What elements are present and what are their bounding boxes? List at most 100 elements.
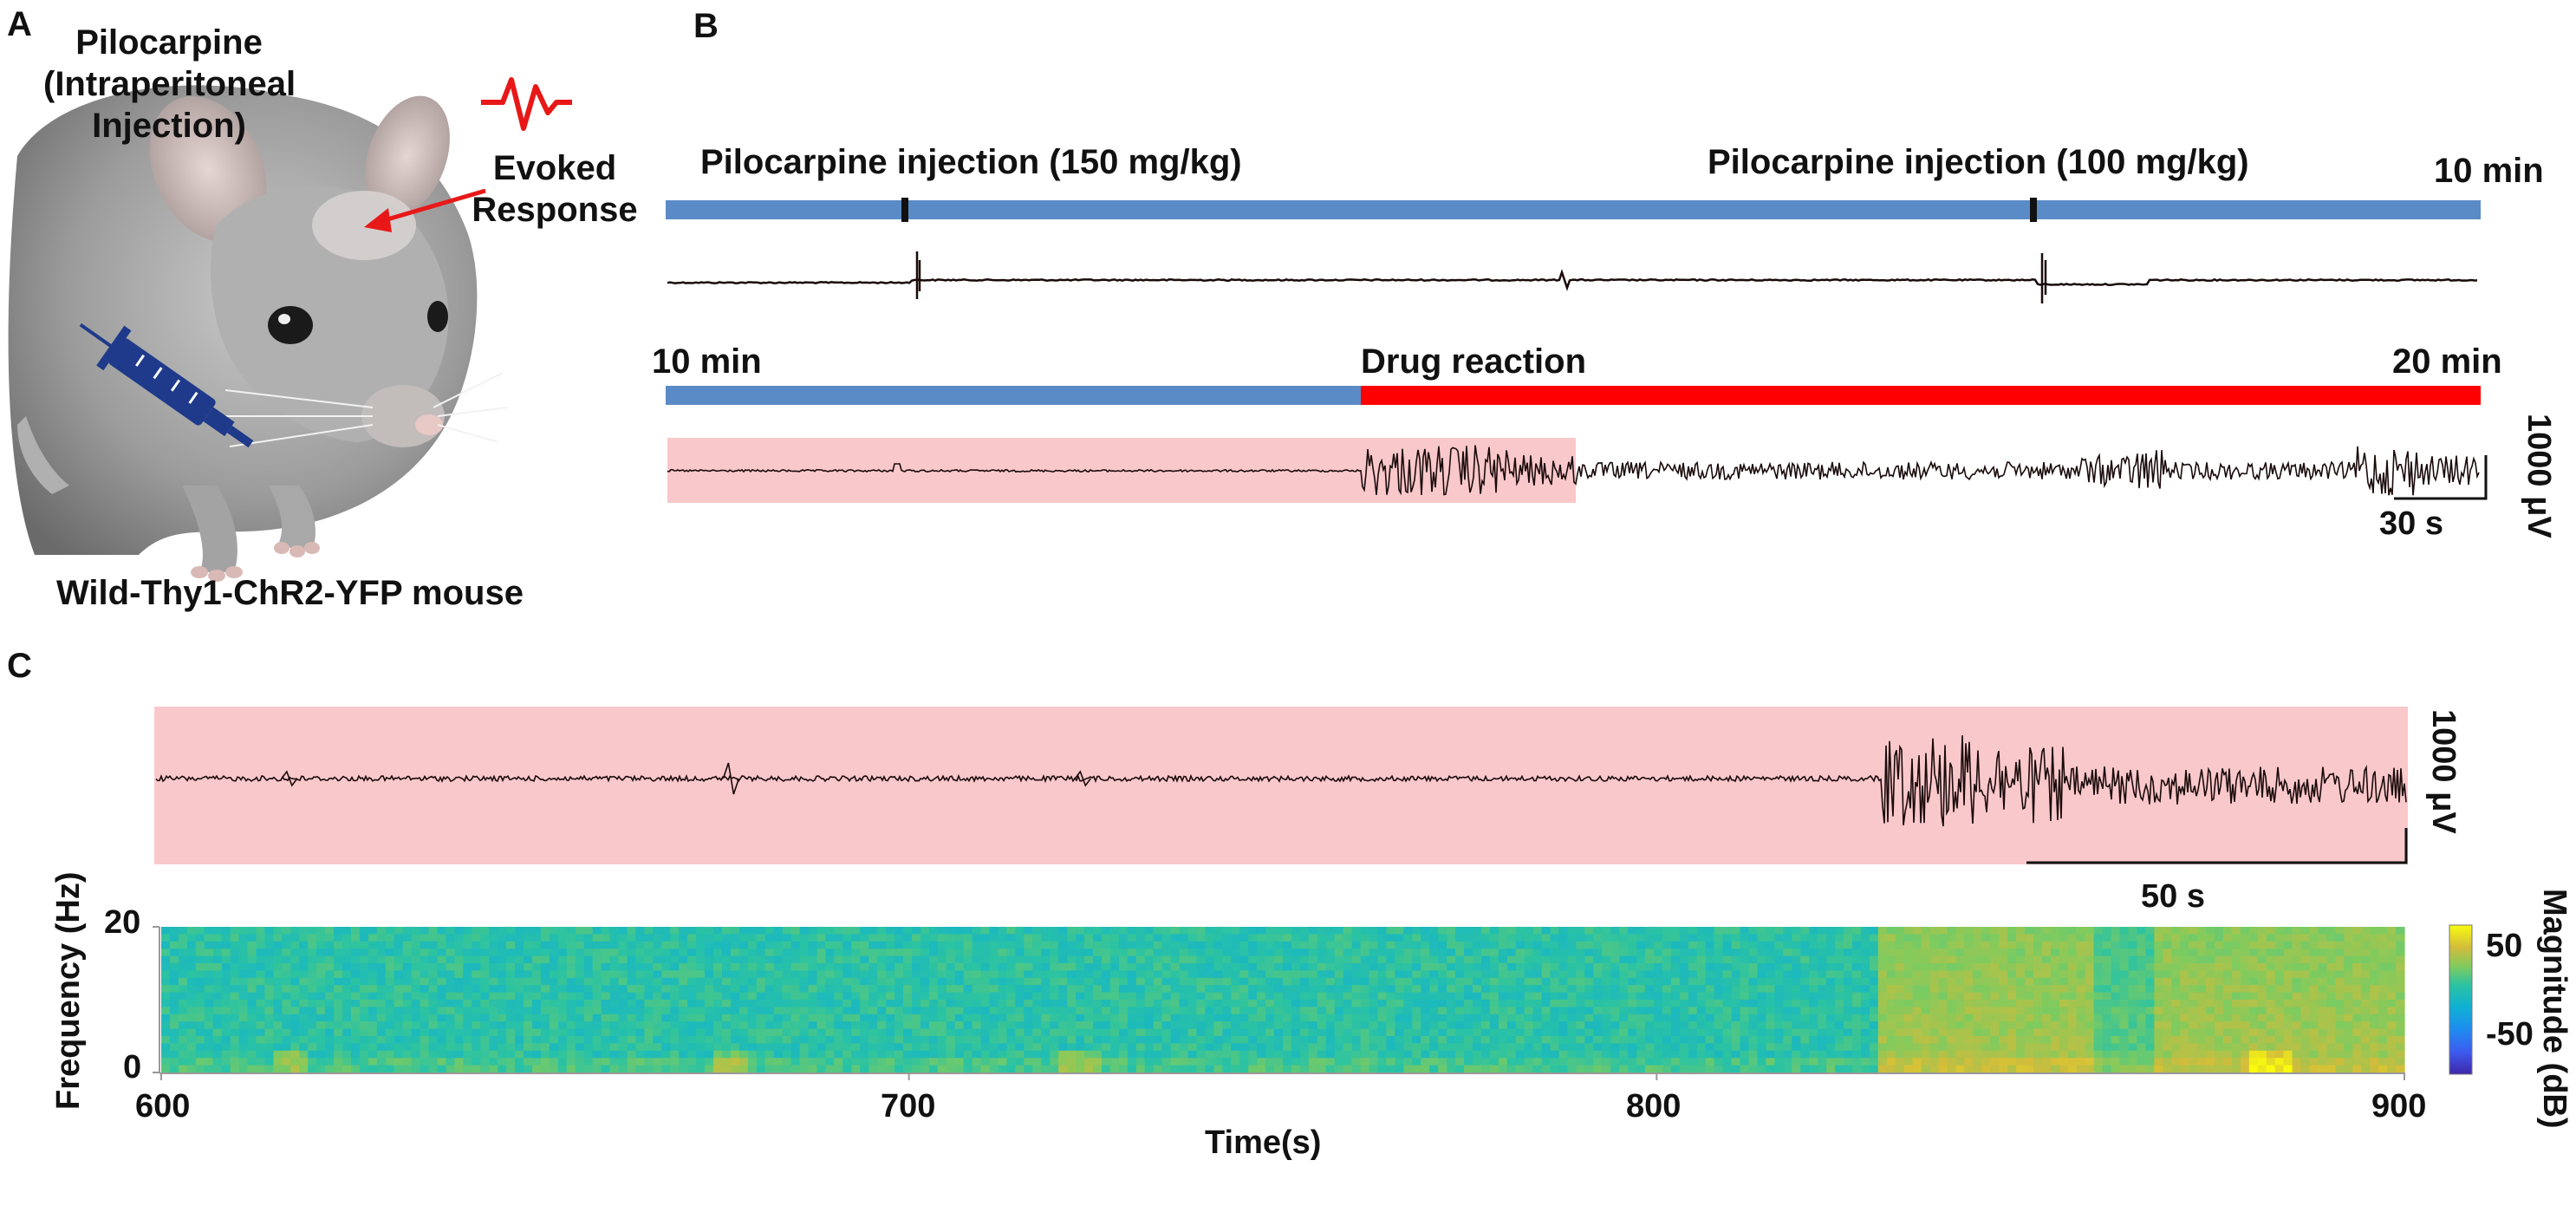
spectrogram-cell bbox=[1101, 1021, 1111, 1030]
spectrogram-cell bbox=[1447, 948, 1456, 957]
spectrogram-cell bbox=[1308, 1065, 1318, 1073]
spectrogram-cell bbox=[1593, 941, 1603, 949]
spectrogram-cell bbox=[2240, 1007, 2250, 1015]
spectrogram-cell bbox=[1222, 1043, 1232, 1052]
spectrogram-cell bbox=[540, 963, 550, 971]
spectrogram-cell bbox=[1360, 927, 1370, 935]
spectrogram-cell bbox=[2189, 992, 2198, 1001]
spectrogram-cell bbox=[799, 927, 810, 935]
spectrogram-cell bbox=[687, 985, 697, 994]
spectrogram-cell bbox=[2189, 1065, 2198, 1073]
spectrogram-cell bbox=[2102, 934, 2112, 942]
spectrogram-cell bbox=[1844, 934, 1853, 942]
spectrogram-cell bbox=[1248, 1007, 1258, 1015]
spectrogram-cell bbox=[1645, 1028, 1655, 1037]
spectrogram-cell bbox=[834, 927, 843, 935]
spectrogram-cell bbox=[359, 955, 369, 964]
spectrogram-cell bbox=[1205, 927, 1214, 935]
spectrogram-cell bbox=[1851, 1028, 1862, 1037]
spectrogram-cell bbox=[1093, 992, 1103, 1001]
spectrogram-cell bbox=[799, 948, 810, 957]
spectrogram-cell bbox=[161, 1028, 171, 1037]
spectrogram-cell bbox=[1480, 948, 1491, 957]
spectrogram-cell bbox=[722, 1000, 732, 1007]
spectrogram-cell bbox=[635, 1028, 646, 1037]
spectrogram-cell bbox=[1196, 963, 1207, 971]
spectrogram-cell bbox=[420, 985, 430, 994]
spectrogram-cell bbox=[592, 1058, 602, 1066]
spectrogram-cell bbox=[1351, 1065, 1362, 1073]
spectrogram-cell bbox=[2283, 1065, 2293, 1073]
spectrogram-cell bbox=[204, 977, 214, 986]
spectrogram-cell bbox=[808, 1028, 818, 1037]
spectrogram-cell bbox=[247, 970, 257, 979]
spectrogram-cell bbox=[1757, 970, 1767, 979]
spectrogram-cell bbox=[359, 948, 369, 957]
spectrogram-cell bbox=[1041, 977, 1051, 986]
spectrogram-cell bbox=[661, 1028, 671, 1037]
spectrogram-cell bbox=[342, 977, 352, 986]
spectrogram-cell bbox=[1662, 992, 1672, 1001]
spectrogram-cell bbox=[998, 1036, 1008, 1044]
spectrogram-cell bbox=[928, 970, 939, 979]
spectrogram-cell bbox=[1584, 992, 1594, 1001]
spectrogram-cell bbox=[299, 1050, 309, 1059]
spectrogram-cell bbox=[696, 992, 706, 1001]
spectrogram-cell bbox=[316, 992, 326, 1001]
spectrogram-cell bbox=[713, 1021, 723, 1030]
spectrogram-cell bbox=[2180, 963, 2189, 971]
spectrogram-cell bbox=[1792, 927, 1801, 935]
spectrogram-cell bbox=[705, 1050, 714, 1059]
spectrogram-cell bbox=[1067, 941, 1077, 949]
spectrogram-cell bbox=[2248, 970, 2259, 979]
spectrogram-cell bbox=[299, 1007, 309, 1015]
spectrogram-cell bbox=[1515, 941, 1525, 949]
spectrogram-cell bbox=[1239, 1021, 1249, 1030]
spectrogram-cell bbox=[1515, 963, 1525, 971]
spectrogram-cell bbox=[1567, 1036, 1577, 1044]
spectrogram-cell bbox=[1851, 985, 1862, 994]
spectrogram-cell bbox=[1489, 1050, 1499, 1059]
spectrogram-cell bbox=[2154, 977, 2163, 986]
spectrogram-cell bbox=[1532, 948, 1543, 957]
spectrogram-cell bbox=[1032, 1028, 1042, 1037]
spectrogram-cell bbox=[2145, 992, 2155, 1001]
spectrogram-cell bbox=[1429, 1036, 1439, 1044]
spectrogram-cell bbox=[1766, 1000, 1775, 1007]
spectrogram-cell bbox=[2292, 1007, 2302, 1015]
spectrogram-cell bbox=[2050, 1058, 2060, 1066]
spectrogram-cell bbox=[1929, 1036, 1940, 1044]
spectrogram-cell bbox=[1179, 1050, 1189, 1059]
spectrogram-cell bbox=[1593, 1043, 1603, 1052]
spectrogram-cell bbox=[963, 948, 973, 957]
spectrogram-cell bbox=[2145, 963, 2155, 971]
spectrogram-cell bbox=[368, 1058, 378, 1066]
spectrogram-cell bbox=[1403, 1050, 1413, 1059]
spectrogram-cell bbox=[2231, 955, 2241, 964]
spectrogram-cell bbox=[687, 963, 697, 971]
spectrogram-cell bbox=[592, 970, 602, 979]
spectrogram-cell bbox=[1550, 927, 1560, 935]
spectrogram-cell bbox=[790, 1028, 801, 1037]
spectrogram-cell bbox=[937, 977, 947, 986]
spectrogram-cell bbox=[385, 1058, 395, 1066]
spectrogram-cell bbox=[1076, 1036, 1085, 1044]
spectrogram-cell bbox=[566, 941, 576, 949]
spectrogram-cell bbox=[1748, 934, 1759, 942]
spectrogram-cell bbox=[2248, 1014, 2259, 1022]
spectrogram-cell bbox=[308, 985, 317, 994]
spectrogram-cell bbox=[2274, 1058, 2285, 1066]
spectrogram-cell bbox=[1283, 970, 1292, 979]
spectrogram-cell bbox=[454, 1021, 464, 1030]
spectrogram-cell bbox=[1334, 948, 1344, 957]
spectrogram-cell bbox=[687, 970, 697, 979]
spectrogram-cell bbox=[489, 970, 498, 979]
spectrogram-cell bbox=[2206, 1014, 2215, 1022]
spectrogram-cell bbox=[2197, 1058, 2207, 1066]
spectrogram-cell bbox=[1153, 1028, 1163, 1037]
spectrogram-cell bbox=[1421, 927, 1430, 935]
spectrogram-cell bbox=[816, 1050, 827, 1059]
spectrogram-cell bbox=[1619, 1021, 1629, 1030]
spectrogram-cell bbox=[1506, 985, 1517, 994]
spectrogram-cell bbox=[1584, 970, 1594, 979]
